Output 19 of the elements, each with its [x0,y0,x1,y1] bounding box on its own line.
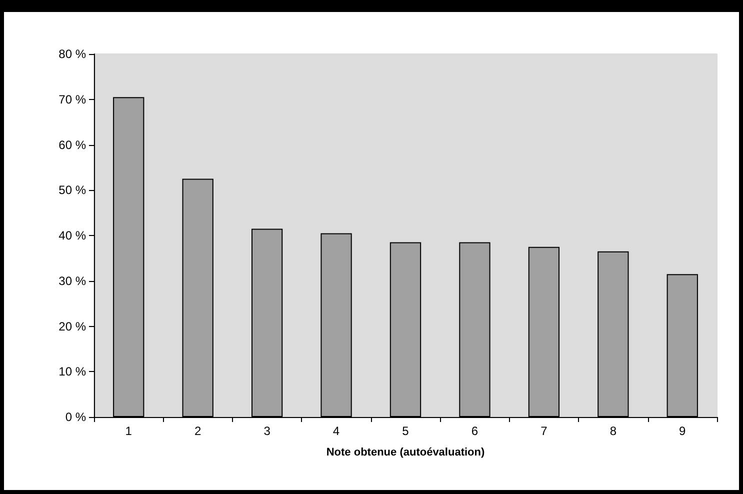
x-tick-label: 6 [471,424,478,438]
x-tick-label: 3 [264,424,271,438]
y-tick-label: 60 % [58,138,86,152]
x-tick-label: 4 [332,424,340,438]
x-tick-label: 1 [125,424,132,438]
y-tick-label: 40 % [58,228,86,242]
y-tick-label: 70 % [58,92,86,106]
y-tick-label: 80 % [58,47,86,61]
x-axis-title: Note obtenue (autoévaluation) [326,446,485,458]
y-tick-label: 10 % [58,364,86,379]
x-tick-label: 2 [194,424,202,438]
y-tick-label: 0 % [65,410,86,424]
x-tick-label: 7 [540,424,548,438]
x-tick-label: 9 [679,424,686,438]
x-tick-label: 8 [610,424,617,438]
x-tick-label: 5 [402,424,410,438]
y-tick-label: 50 % [58,183,86,198]
y-tick-label: 30 % [58,274,86,288]
y-tick-label: 20 % [58,319,86,334]
